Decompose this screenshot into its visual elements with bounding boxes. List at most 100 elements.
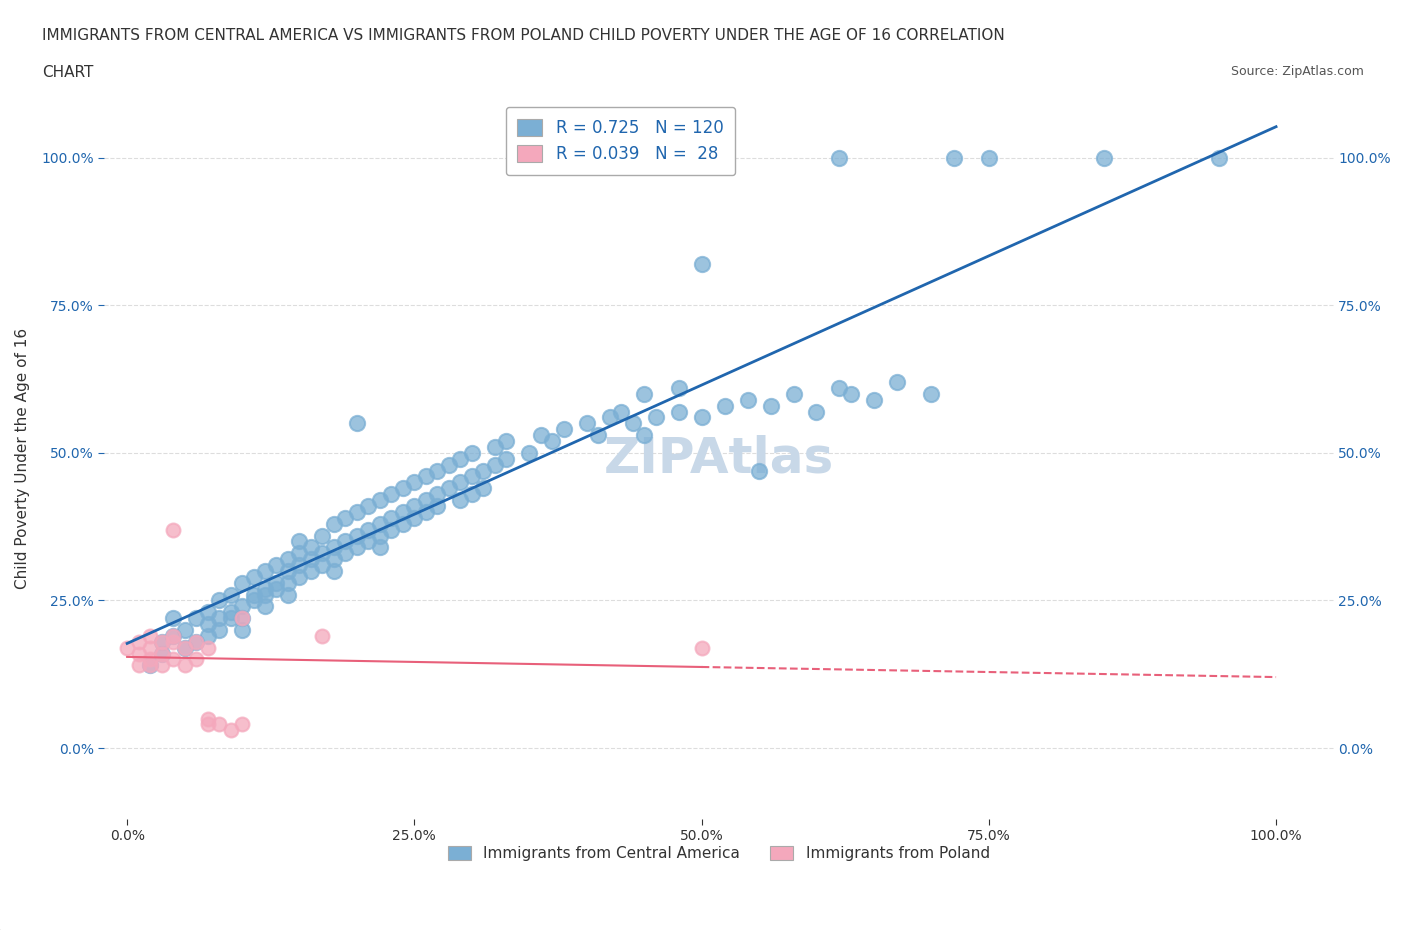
Point: [644, 410, 666, 425]
Point: [323, 540, 346, 555]
Point: [266, 558, 288, 573]
Point: [335, 534, 357, 549]
Point: [115, 640, 138, 655]
Point: [184, 634, 207, 649]
Point: [495, 433, 517, 448]
Point: [253, 587, 276, 602]
Point: [449, 475, 471, 490]
Point: [484, 458, 506, 472]
Point: [266, 576, 288, 591]
Point: [150, 634, 173, 649]
Point: [288, 558, 311, 573]
Point: [197, 617, 219, 631]
Point: [197, 711, 219, 726]
Point: [690, 640, 713, 655]
Point: [162, 634, 184, 649]
Point: [380, 486, 402, 501]
Point: [277, 564, 299, 578]
Point: [184, 634, 207, 649]
Point: [668, 380, 690, 395]
Point: [690, 410, 713, 425]
Point: [162, 629, 184, 644]
Point: [806, 405, 828, 419]
Point: [242, 587, 264, 602]
Point: [253, 564, 276, 578]
Point: [311, 558, 333, 573]
Point: [162, 629, 184, 644]
Point: [368, 540, 391, 555]
Point: [288, 546, 311, 561]
Point: [231, 717, 253, 732]
Point: [139, 658, 162, 672]
Point: [139, 629, 162, 644]
Point: [484, 440, 506, 455]
Point: [392, 481, 415, 496]
Point: [150, 658, 173, 672]
Point: [690, 257, 713, 272]
Point: [311, 528, 333, 543]
Point: [139, 640, 162, 655]
Point: [288, 534, 311, 549]
Point: [173, 658, 195, 672]
Text: Source: ZipAtlas.com: Source: ZipAtlas.com: [1230, 65, 1364, 78]
Point: [380, 511, 402, 525]
Text: ZIPAtlas: ZIPAtlas: [603, 435, 834, 483]
Point: [219, 723, 242, 737]
Point: [437, 458, 460, 472]
Point: [335, 511, 357, 525]
Point: [759, 398, 782, 413]
Point: [173, 640, 195, 655]
Point: [1092, 151, 1115, 166]
Point: [299, 551, 322, 566]
Point: [495, 451, 517, 466]
Point: [162, 652, 184, 667]
Point: [208, 717, 231, 732]
Point: [461, 469, 484, 484]
Point: [253, 581, 276, 596]
Point: [404, 475, 426, 490]
Point: [150, 634, 173, 649]
Point: [392, 504, 415, 519]
Text: CHART: CHART: [42, 65, 94, 80]
Point: [139, 658, 162, 672]
Point: [449, 493, 471, 508]
Point: [335, 546, 357, 561]
Point: [472, 463, 495, 478]
Point: [368, 516, 391, 531]
Point: [943, 151, 966, 166]
Point: [357, 522, 380, 537]
Point: [231, 611, 253, 626]
Point: [150, 646, 173, 661]
Point: [323, 551, 346, 566]
Point: [517, 445, 540, 460]
Point: [426, 498, 449, 513]
Point: [748, 463, 770, 478]
Point: [541, 433, 564, 448]
Point: [357, 534, 380, 549]
Point: [311, 546, 333, 561]
Point: [828, 380, 851, 395]
Point: [404, 511, 426, 525]
Point: [150, 646, 173, 661]
Point: [368, 528, 391, 543]
Point: [392, 516, 415, 531]
Point: [472, 481, 495, 496]
Point: [266, 581, 288, 596]
Text: IMMIGRANTS FROM CENTRAL AMERICA VS IMMIGRANTS FROM POLAND CHILD POVERTY UNDER TH: IMMIGRANTS FROM CENTRAL AMERICA VS IMMIG…: [42, 28, 1005, 43]
Point: [357, 498, 380, 513]
Point: [288, 569, 311, 584]
Point: [920, 386, 942, 401]
Point: [553, 422, 575, 437]
Point: [162, 611, 184, 626]
Point: [621, 416, 644, 431]
Point: [277, 587, 299, 602]
Point: [599, 410, 621, 425]
Point: [839, 386, 862, 401]
Point: [586, 428, 609, 443]
Point: [575, 416, 598, 431]
Point: [1208, 151, 1230, 166]
Point: [368, 493, 391, 508]
Point: [346, 504, 368, 519]
Point: [277, 576, 299, 591]
Point: [713, 398, 735, 413]
